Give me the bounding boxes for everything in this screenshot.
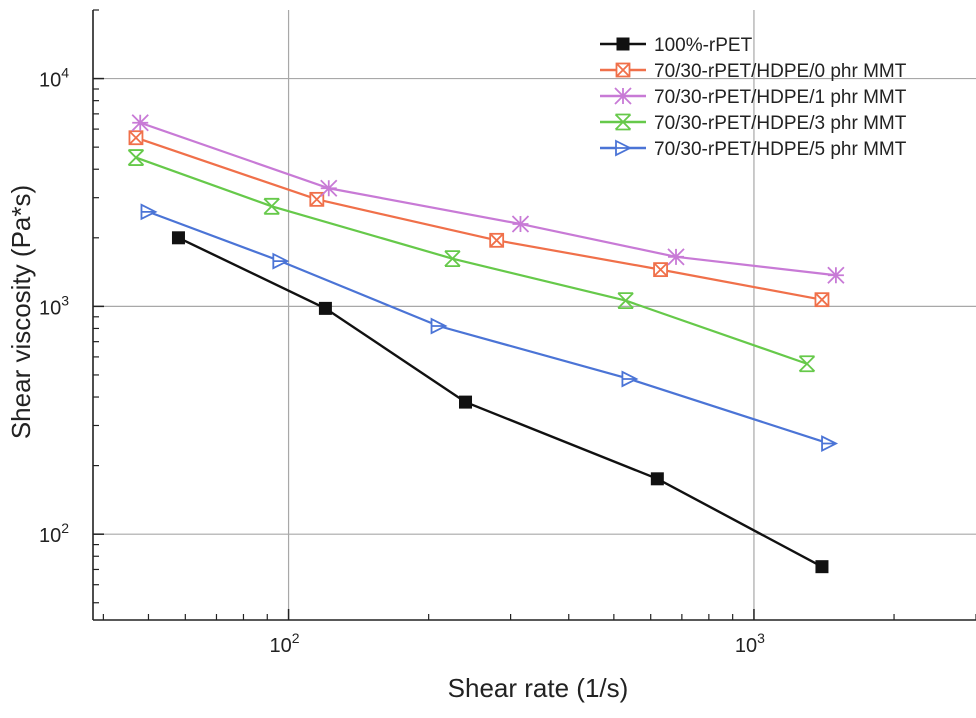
- legend-label: 70/30-rPET/HDPE/1 phr MMT: [654, 87, 907, 108]
- data-series: [127, 114, 845, 574]
- y-tick-label: 104: [39, 65, 69, 92]
- data-point: [131, 114, 149, 132]
- x-tick-label: 103: [735, 630, 765, 657]
- legend-entry: 70/30-rPET/HDPE/1 phr MMT: [600, 87, 907, 108]
- data-point: [650, 472, 664, 486]
- data-point: [140, 203, 158, 221]
- legend-label: 70/30-rPET/HDPE/5 phr MMT: [654, 139, 907, 160]
- series-line-0: [177, 236, 823, 568]
- data-point: [272, 252, 290, 270]
- legend-marker: [615, 139, 633, 157]
- data-point: [489, 232, 505, 248]
- legend-entry: 70/30-rPET/HDPE/3 phr MMT: [600, 113, 907, 134]
- series-line-4: [148, 210, 830, 445]
- data-point: [814, 292, 830, 308]
- y-tick-label: 102: [39, 520, 69, 547]
- data-point: [815, 560, 829, 574]
- legend-marker: [615, 62, 631, 78]
- legend: 100%-rPET 70/30-rPET/HDPE/0 phr MMT 70/30-…: [600, 35, 907, 160]
- data-point: [798, 355, 816, 373]
- data-point: [511, 215, 530, 233]
- data-point: [263, 197, 280, 215]
- y-axis-title: Shear viscosity (Pa*s): [6, 185, 36, 439]
- data-point: [821, 435, 839, 452]
- data-point: [430, 317, 448, 335]
- data-point: [444, 250, 461, 268]
- y-tick-label: 103: [39, 292, 69, 319]
- data-point: [320, 179, 338, 197]
- legend-label: 100%-rPET: [654, 35, 753, 56]
- data-point: [653, 262, 668, 278]
- series-line-1: [135, 136, 823, 301]
- legend-marker: [616, 37, 630, 51]
- legend-entry: 70/30-rPET/HDPE/5 phr MMT: [600, 139, 907, 160]
- legend-label: 70/30-rPET/HDPE/3 phr MMT: [654, 113, 907, 134]
- legend-entry: 100%-rPET: [600, 35, 753, 56]
- legend-marker: [614, 87, 632, 105]
- x-tick-label: 102: [270, 630, 300, 657]
- data-point: [617, 292, 634, 310]
- data-point: [171, 231, 185, 245]
- data-point: [128, 130, 144, 146]
- legend-marker: [614, 113, 632, 131]
- axes: 102 103 102 103 104: [39, 9, 976, 657]
- data-point: [667, 248, 685, 266]
- data-point: [127, 149, 145, 166]
- legend-label: 70/30-rPET/HDPE/0 phr MMT: [654, 61, 907, 82]
- legend-entry: 70/30-rPET/HDPE/0 phr MMT: [600, 61, 907, 82]
- data-point: [318, 301, 332, 315]
- data-point: [621, 370, 639, 388]
- data-point: [459, 395, 473, 409]
- data-point: [827, 266, 845, 284]
- x-axis-title: Shear rate (1/s): [448, 673, 629, 703]
